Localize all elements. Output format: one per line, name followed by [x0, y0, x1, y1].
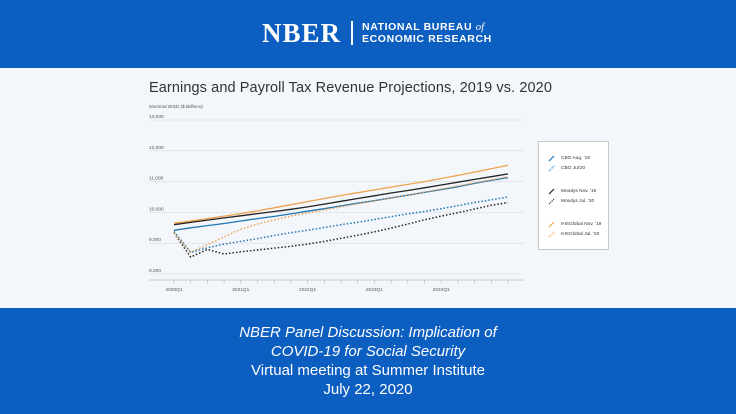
footer-line-4: July 22, 2020	[323, 381, 413, 398]
logo-wordmark: NBER	[262, 18, 342, 48]
chart-title: Earnings and Payroll Tax Revenue Project…	[149, 80, 553, 96]
series-line-2	[173, 196, 509, 254]
series-line-1	[173, 176, 509, 231]
line-chart: 13,000 12,000 11,000 10,000 9,000 8,000 2020Q1…	[149, 114, 524, 293]
series-line-5	[173, 164, 509, 224]
y-tick-label: 10,000	[149, 206, 164, 212]
legend-label: CBO Aug. '19	[561, 155, 590, 161]
x-tick-label: 2024Q1	[433, 287, 450, 293]
footer-line-2: COVID-19 for Social Security	[270, 343, 466, 360]
series-line-3	[173, 173, 509, 226]
org-line1: NATIONAL BUREAU	[362, 21, 473, 33]
y-tick-label: 8,000	[149, 268, 161, 274]
footer-text: NBER Panel Discussion: Implication of CO…	[0, 323, 736, 399]
legend-swatch-icon	[548, 221, 555, 227]
legend-swatch-icon	[548, 188, 555, 194]
legend-item-moodys-2020: Moodys Jul. '20	[548, 197, 594, 205]
legend-label: Moodys Jul. '20	[561, 198, 595, 204]
legend-label: Moodys Nov. '19	[561, 188, 597, 194]
legend-label: IHSGlobal Jul. '20	[561, 231, 600, 237]
y-tick-label: 13,000	[149, 114, 164, 120]
logo-divider	[351, 21, 354, 45]
organization-name: NATIONAL BUREAU of ECONOMIC RESEARCH	[362, 21, 492, 45]
chart-area: Earnings and Payroll Tax Revenue Project…	[0, 68, 736, 308]
legend-item-ihs-2020: IHSGlobal Jul. '20	[548, 230, 599, 238]
legend-item-moodys-2019: Moodys Nov. '19	[548, 187, 596, 195]
legend-item-cbo-2019: CBO Aug. '19	[548, 154, 590, 162]
footer-banner: NBER Panel Discussion: Implication of CO…	[0, 308, 736, 414]
nber-logo[interactable]: NBER NATIONAL BUREAU of ECONOMIC RESEARC…	[262, 18, 492, 48]
footer-line-3: Virtual meeting at Summer Institute	[251, 362, 485, 379]
legend-item-cbo-2020: CBO Jul'20	[548, 164, 585, 172]
org-line2: ECONOMIC RESEARCH	[362, 33, 492, 45]
x-tick-label: 2023Q1	[366, 287, 383, 293]
legend-swatch-icon	[548, 155, 555, 161]
y-tick-label: 12,000	[149, 145, 164, 151]
x-tick-label: 2021Q1	[232, 287, 249, 293]
legend-swatch-icon	[548, 198, 555, 204]
legend-swatch-icon	[548, 231, 555, 237]
y-tick-label: 9,000	[149, 237, 161, 243]
y-axis-label: Nominal WSD ($ Billions)	[149, 105, 203, 110]
series-line-6	[173, 175, 509, 254]
legend-label: CBO Jul'20	[561, 165, 586, 171]
y-tick-label: 11,000	[149, 176, 164, 182]
org-of: of	[475, 21, 485, 33]
chart-legend: CBO Aug. '19 CBO Jul'20 Moodys Nov. '19 …	[538, 141, 609, 250]
header-banner: NBER NATIONAL BUREAU of ECONOMIC RESEARC…	[0, 0, 736, 68]
x-tick-label: 2020Q1	[165, 287, 182, 293]
footer-line-1: NBER Panel Discussion: Implication of	[239, 324, 497, 341]
x-tick-label: 2022Q1	[299, 287, 316, 293]
series-line-4	[173, 201, 509, 258]
legend-swatch-icon	[548, 165, 555, 171]
legend-item-ihs-2019: IHSGlobal Nov. '19	[548, 220, 601, 228]
legend-label: IHSGlobal Nov. '19	[561, 221, 602, 227]
